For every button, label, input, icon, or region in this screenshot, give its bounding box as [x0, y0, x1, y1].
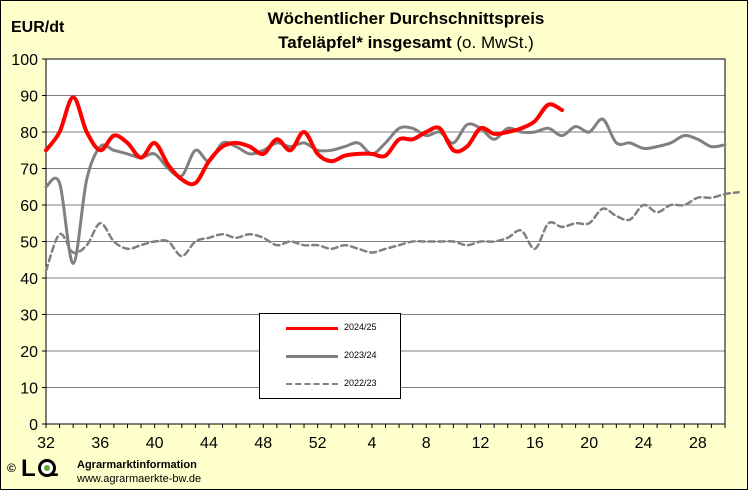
- x-tick-label: 16: [526, 435, 544, 452]
- chart-title: Wöchentlicher Durchschnittspreis: [267, 9, 545, 28]
- series-line-2023-24: [44, 117, 727, 265]
- x-tick-label: 32: [37, 435, 55, 452]
- y-axis-label: EUR/dt: [11, 19, 65, 36]
- y-tick-label: 70: [20, 162, 38, 179]
- organisation-name: Agrarmarktinformation: [77, 459, 197, 471]
- x-tick-label: 52: [309, 435, 327, 452]
- series-line-2024-25: [44, 95, 564, 187]
- legend-entry-2024-25: 2024/25: [260, 318, 400, 338]
- x-tick-label: 20: [580, 435, 598, 452]
- copyright-symbol: ©: [7, 461, 16, 475]
- x-tick-label: 28: [689, 435, 707, 452]
- legend-label-2022-23: 2022/23: [344, 378, 377, 388]
- y-tick-label: 10: [20, 381, 38, 398]
- legend-label-2024-25: 2024/25: [344, 322, 377, 332]
- chart-subtitle-bold: Tafeläpfel* insgesamt: [278, 33, 452, 52]
- y-tick-label: 30: [20, 308, 38, 325]
- legend-swatch-2023-24: [286, 355, 338, 358]
- legend-entry-2022-23: 2022/23: [260, 374, 400, 394]
- x-tick-label: 8: [422, 435, 431, 452]
- legend-swatch-2022-23: [286, 383, 338, 385]
- y-tick-label: 60: [20, 198, 38, 215]
- x-tick-label: 40: [146, 435, 164, 452]
- x-tick-label: 48: [254, 435, 272, 452]
- x-tick-label: 24: [635, 435, 653, 452]
- legend-label-2023-24: 2023/24: [344, 350, 377, 360]
- lel-logo-icon: [38, 459, 56, 477]
- x-tick-label: 44: [200, 435, 218, 452]
- x-tick-label: 36: [91, 435, 109, 452]
- y-tick-label: 100: [11, 52, 38, 69]
- y-tick-label: 80: [20, 125, 38, 142]
- y-tick-label: 20: [20, 344, 38, 361]
- chart-subtitle-rest: (o. MwSt.): [451, 33, 534, 52]
- series-line-2022-23: [44, 190, 740, 272]
- legend: 2024/25 2023/24 2022/23: [259, 313, 401, 399]
- y-tick-label: 90: [20, 89, 38, 106]
- x-tick-label: 12: [472, 435, 490, 452]
- y-tick-label: 0: [29, 417, 38, 434]
- y-tick-label: 40: [20, 271, 38, 288]
- y-tick-label: 50: [20, 235, 38, 252]
- legend-swatch-2024-25: [286, 327, 338, 330]
- chart-subtitle: Tafeläpfel* insgesamt (o. MwSt.): [181, 33, 631, 53]
- x-tick-label: 4: [367, 435, 376, 452]
- legend-entry-2023-24: 2023/24: [260, 346, 400, 366]
- footer: © L L Agrarmarktinformation www.agrarmae…: [5, 455, 265, 487]
- website-link[interactable]: www.agrarmaerkte-bw.de: [77, 473, 202, 485]
